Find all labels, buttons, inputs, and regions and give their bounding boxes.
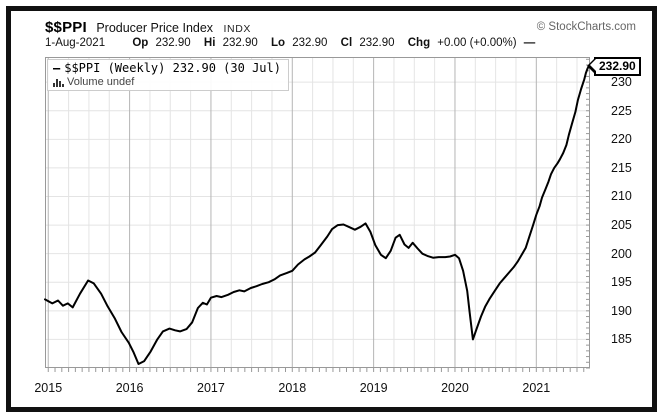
price-tag-value: 232.90 (594, 56, 641, 76)
x-tick-label: 2017 (197, 381, 225, 395)
close-value: 232.90 (359, 37, 395, 49)
volume-bars-icon (53, 79, 64, 87)
high-label: Hi (203, 37, 216, 49)
y-tick-label: 220 (611, 132, 632, 147)
y-tick-label: 225 (611, 103, 632, 118)
series-label: $$PPI (Weekly) 232.90 (30 Jul) (64, 61, 281, 75)
y-tick-label: 205 (611, 218, 632, 233)
chart-content: $$PPI Producer Price Index INDX © StockC… (11, 11, 652, 407)
chart-frame: $$PPI Producer Price Index INDX © StockC… (6, 6, 657, 412)
low-value: 232.90 (292, 37, 328, 49)
last-price-tag: 232.90 (587, 56, 641, 76)
series-swatch-icon: — (53, 61, 61, 75)
low-label: Lo (270, 37, 286, 49)
x-tick-label: 2021 (522, 381, 551, 395)
volume-label: Volume undef (67, 76, 135, 88)
quote-date: 1-Aug-2021 (45, 37, 106, 49)
exchange-label: INDX (223, 23, 252, 35)
y-tick-label: 200 (611, 246, 632, 261)
title-row: $$PPI Producer Price Index INDX (45, 19, 645, 37)
y-tick-label: 210 (611, 189, 632, 204)
line-color-swatch: — (523, 37, 536, 49)
y-tick-label: 190 (611, 303, 632, 318)
open-label: Op (132, 37, 149, 49)
x-tick-label: 2019 (359, 381, 388, 395)
open-value: 232.90 (155, 37, 191, 49)
x-tick-label: 2015 (34, 381, 63, 395)
legend-series-entry: — $$PPI (Weekly) 232.90 (30 Jul) (53, 61, 281, 75)
quote-row: 1-Aug-2021 Op 232.90 Hi 232.90 Lo 232.90… (45, 37, 645, 53)
x-tick-label: 2016 (115, 381, 144, 395)
close-label: Cl (340, 37, 353, 49)
legend-volume-entry: Volume undef (53, 76, 281, 88)
y-tick-label: 230 (611, 75, 632, 90)
x-tick-label: 2020 (441, 381, 469, 395)
y-tick-label: 195 (611, 275, 632, 290)
price-chart (44, 57, 591, 372)
stockcharts-copyright: © StockCharts.com (536, 21, 636, 33)
plot-area: — $$PPI (Weekly) 232.90 (30 Jul) Volume u… (44, 57, 601, 379)
y-tick-label: 215 (611, 160, 632, 175)
x-tick-label: 2018 (278, 381, 307, 395)
y-tick-label: 185 (611, 332, 632, 347)
change-value: +0.00 (+0.00%) (437, 37, 517, 49)
change-label: Chg (407, 37, 431, 49)
y-axis: 185 190 195 200 205 210 215 220 225 230 (608, 57, 656, 379)
high-value: 232.90 (222, 37, 258, 49)
legend-box: — $$PPI (Weekly) 232.90 (30 Jul) Volume u… (47, 59, 289, 91)
symbol-name: Producer Price Index (96, 21, 214, 35)
x-axis: 2015 2016 2017 2018 2019 2020 2021 (34, 381, 645, 397)
symbol-label: $$PPI (45, 19, 87, 36)
